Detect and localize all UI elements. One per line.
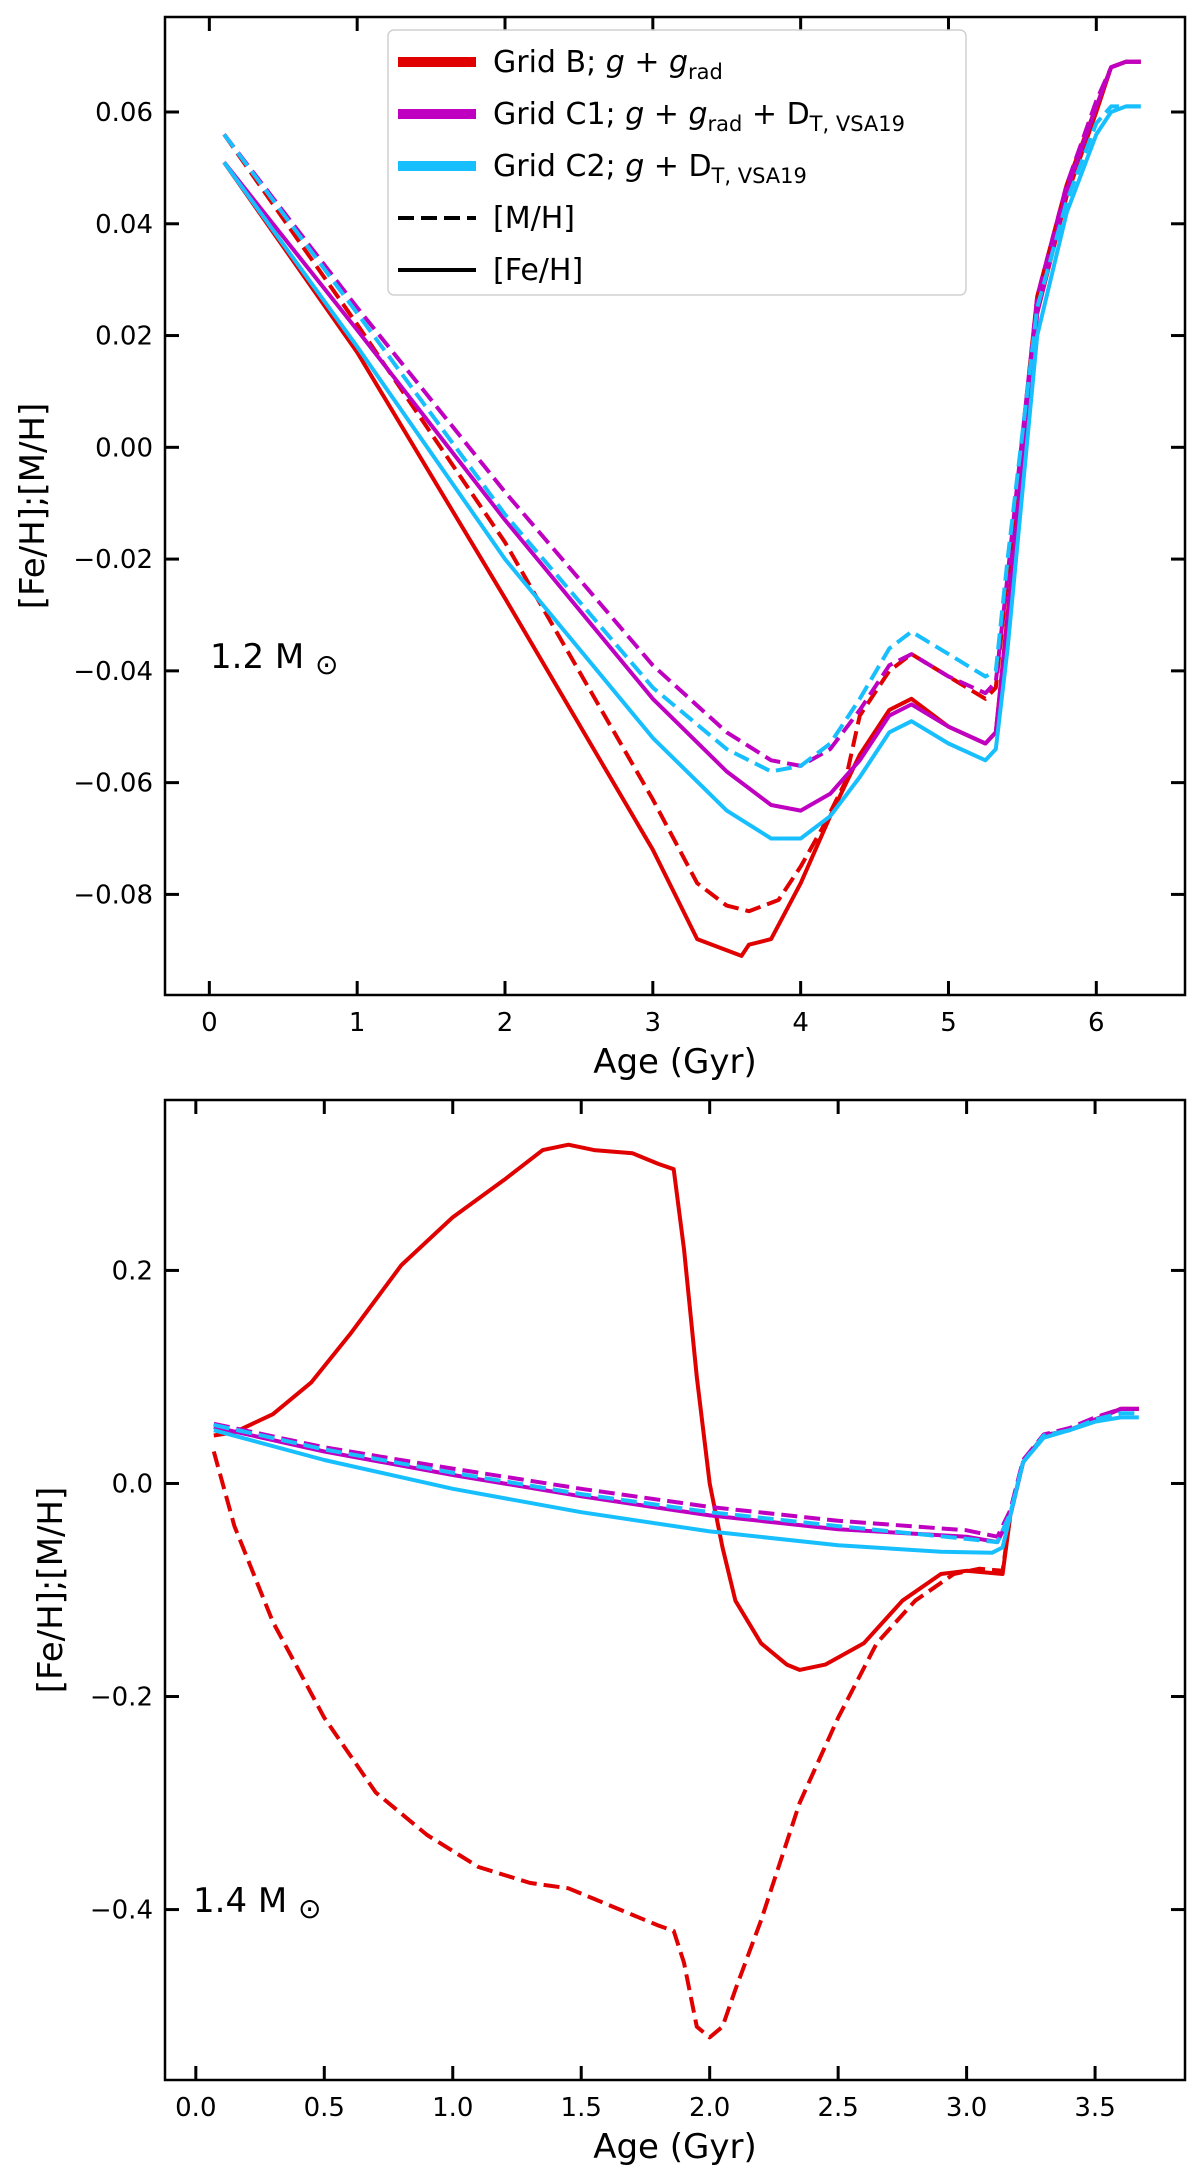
x-tick-label: 0 — [201, 1008, 218, 1038]
legend-label: Grid B; g + grad — [493, 45, 723, 84]
x-tick-label: 3.0 — [946, 2093, 987, 2123]
plot-frame — [163, 15, 1187, 997]
series-grid-c1-m-h — [213, 1406, 1139, 1539]
y-tick-label: 0.0 — [112, 1469, 153, 1499]
x-tick-label: 1 — [349, 1008, 366, 1038]
series-group — [222, 59, 1141, 958]
series-grid-c2-m-h — [213, 1411, 1139, 1545]
x-tick-label: 2 — [497, 1008, 514, 1038]
legend-label: [M/H] — [493, 201, 575, 236]
y-tick-label: −0.02 — [73, 545, 153, 575]
y-tick-label: 0.04 — [95, 210, 153, 240]
y-tick-label: −0.4 — [90, 1896, 153, 1926]
y-axis-title: [Fe/H];[M/H] — [13, 403, 53, 610]
series-grid-c1-fe-h — [213, 1406, 1139, 1545]
x-axis-title: Age (Gyr) — [593, 1042, 757, 1082]
y-tick-label: −0.08 — [73, 880, 153, 910]
x-tick-label: 0.5 — [304, 2093, 345, 2123]
x-tick-label: 5 — [940, 1008, 957, 1038]
x-tick-label: 0.0 — [175, 2093, 216, 2123]
mass-annotation: 1.2 M ⊙ — [210, 637, 339, 681]
panel-1-2-msun: 0 1 2 3 4 5 6 −0.08 −0.06 −0.04 −0.02 0.00 0.02 0.04 0… — [13, 15, 1187, 1082]
series-grid-c2-m-h — [222, 104, 1141, 774]
series-grid-c2-fe-h — [222, 104, 1141, 841]
y-tick-label: 0.06 — [95, 98, 153, 128]
panel-1-4-msun: 0.0 0.5 1.0 1.5 2.0 2.5 3.0 3.5 −0.4 −0.2 0.0 0.2 Ag… — [31, 1098, 1187, 2167]
legend-label: Grid C1; g + grad + DT, VSA19 — [493, 97, 905, 136]
legend-label: Grid C2; g + DT, VSA19 — [493, 149, 807, 188]
legend-box — [387, 29, 967, 296]
x-tick-label: 6 — [1088, 1008, 1105, 1038]
plot-frame — [163, 1098, 1187, 2082]
y-tick-label: 0.00 — [95, 433, 153, 463]
x-tick-label: 2.0 — [689, 2093, 730, 2123]
series-grid-c1-m-h — [222, 59, 1141, 768]
y-axis-title: [Fe/H];[M/H] — [31, 1487, 71, 1694]
x-tick-label: 3 — [645, 1008, 662, 1038]
solar-symbol: ⊙ — [298, 1892, 321, 1925]
y-tick-label: −0.04 — [73, 657, 153, 687]
x-axis-title: Age (Gyr) — [593, 2127, 757, 2167]
y-tick-label: −0.06 — [73, 769, 153, 799]
x-tick-label: 2.5 — [817, 2093, 858, 2123]
y-tick-label: 0.2 — [112, 1256, 153, 1286]
x-tick-label: 1.5 — [561, 2093, 602, 2123]
y-tick-label: −0.2 — [90, 1683, 153, 1713]
y-tick-label: 0.02 — [95, 322, 153, 352]
solar-symbol: ⊙ — [315, 648, 338, 681]
x-tick-label: 4 — [792, 1008, 809, 1038]
x-tick-label: 3.5 — [1074, 2093, 1115, 2123]
series-group — [211, 1142, 1139, 2040]
legend: Grid B; g + grad Grid C1; g + grad + DT,… — [387, 29, 967, 296]
mass-annotation: 1.4 M ⊙ — [193, 1881, 322, 1925]
x-tick-label: 1.0 — [432, 2093, 473, 2123]
series-grid-b-fe-h — [213, 1142, 1139, 1672]
legend-label: [Fe/H] — [493, 253, 583, 288]
